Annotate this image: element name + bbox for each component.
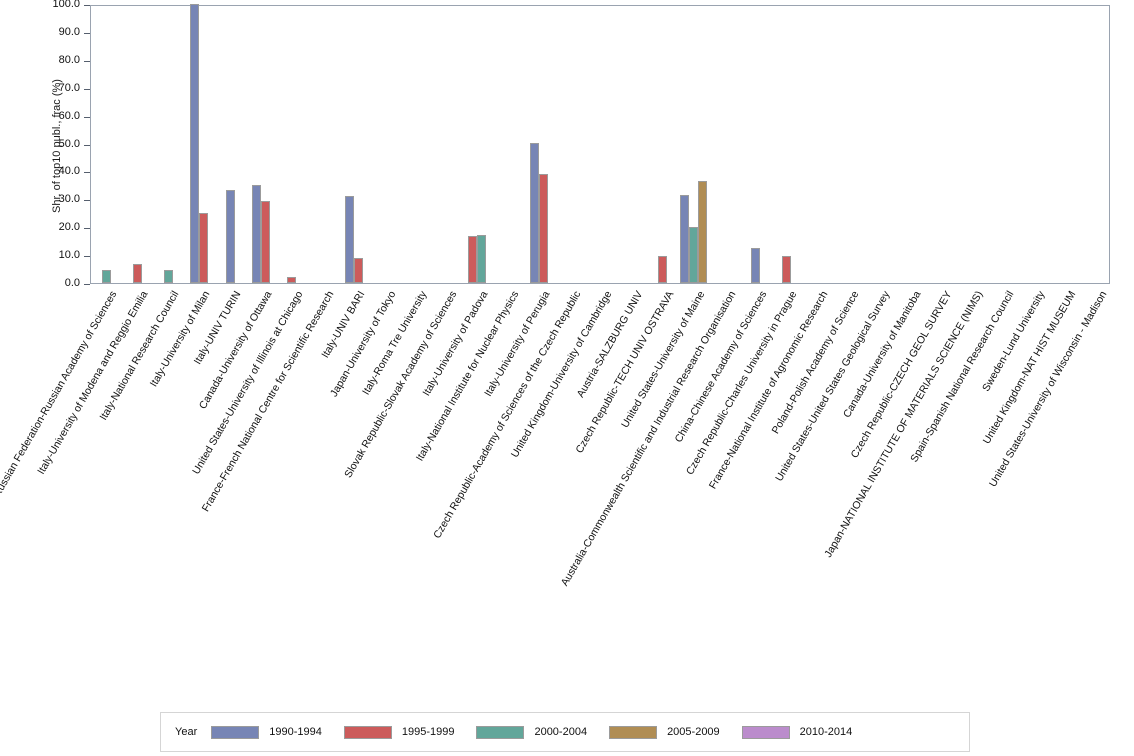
legend-entries: 1990-1994 1995-1999 2000-2004 2005-2009 2010… <box>211 725 874 739</box>
bar <box>680 195 690 283</box>
y-tick-label: 90.0 <box>58 25 80 38</box>
bar <box>751 248 761 283</box>
bar <box>353 258 363 283</box>
bar <box>468 236 478 283</box>
bars-container <box>91 4 1109 283</box>
legend-item-label: 1995-1999 <box>401 726 455 738</box>
y-tick-label: 50.0 <box>58 137 80 150</box>
x-tick-label: France-National Institute of Agronomic R… <box>707 289 831 492</box>
y-tick-label: 100.0 <box>52 0 80 10</box>
bar <box>261 200 270 283</box>
bar <box>539 174 549 283</box>
x-axis-tick-labels: Russian Federation-Russian Academy of Sc… <box>0 284 1134 704</box>
y-tick-mark <box>84 256 90 258</box>
legend-item-label: 1990-1994 <box>269 726 322 738</box>
y-tick-label: 70.0 <box>58 81 80 94</box>
y-tick-mark <box>84 5 90 6</box>
legend-item[interactable]: 1990-1994 <box>211 725 322 739</box>
legend-item-label: 2010-2014 <box>799 726 853 738</box>
legend-item[interactable]: 2000-2004 <box>476 725 588 739</box>
y-tick-mark <box>84 60 90 62</box>
legend-color-swatch <box>741 725 790 739</box>
legend-item[interactable]: 2005-2009 <box>609 725 720 739</box>
bar <box>781 256 791 283</box>
y-tick-mark <box>84 144 90 146</box>
legend-item-label: 2000-2004 <box>534 726 588 738</box>
y-tick-label: 10.0 <box>58 249 80 262</box>
y-tick-mark <box>84 88 90 90</box>
x-tick-label: Japan-NATIONAL INSTITUTE OF MATERIALS SC… <box>822 289 986 560</box>
bar <box>163 270 173 283</box>
bar <box>101 269 111 283</box>
bar <box>344 195 354 283</box>
bar <box>199 213 209 283</box>
y-tick-label: 40.0 <box>58 165 80 178</box>
y-tick-label: 20.0 <box>58 221 80 234</box>
y-tick-mark <box>84 284 90 285</box>
bar <box>287 276 297 283</box>
bar <box>477 234 487 283</box>
y-tick-mark <box>84 228 90 230</box>
x-tick-label: United States-University of Wisconsin - … <box>986 289 1109 490</box>
x-tick-label: Russian Federation-Russian Academy of Sc… <box>0 289 120 500</box>
bar <box>132 264 142 283</box>
legend-item-label: 2005-2009 <box>667 726 720 738</box>
bar <box>689 227 699 283</box>
legend-title: Year <box>175 726 198 738</box>
y-tick-mark <box>84 116 90 118</box>
y-tick-label: 0.0 <box>64 277 80 289</box>
bar <box>225 189 235 283</box>
y-tick-mark <box>84 200 90 202</box>
legend-item[interactable]: 2010-2014 <box>741 725 853 739</box>
bar <box>252 184 261 283</box>
y-tick-label: 80.0 <box>58 53 80 66</box>
legend-color-swatch <box>609 725 658 739</box>
y-tick-label: 60.0 <box>58 109 80 122</box>
bar <box>530 143 540 283</box>
bar <box>190 4 200 283</box>
bar <box>658 256 668 283</box>
y-tick-label: 30.0 <box>58 193 80 206</box>
legend-color-swatch <box>476 725 525 739</box>
legend-item[interactable]: 1995-1999 <box>343 725 455 739</box>
bar <box>698 181 708 283</box>
legend-color-swatch <box>211 725 260 739</box>
x-tick-label: Czech Republic-Academy of Sciences of th… <box>431 289 584 541</box>
legend-color-swatch <box>343 725 392 739</box>
y-tick-mark <box>84 32 90 34</box>
y-tick-mark <box>84 172 90 174</box>
plot-area <box>90 4 1110 284</box>
legend: Year 1990-1994 1995-1999 2000-2004 2005-200… <box>160 712 970 752</box>
